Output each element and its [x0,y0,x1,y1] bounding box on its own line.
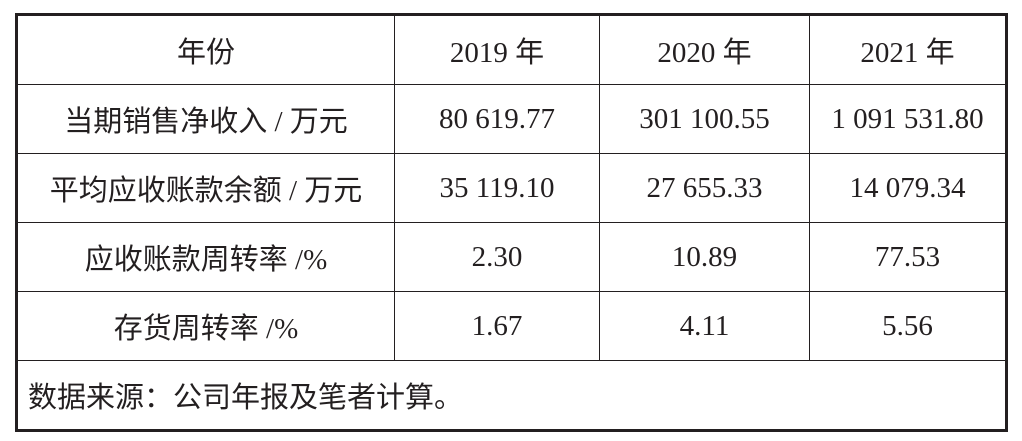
row-label: 应收账款周转率 /% [16,222,395,292]
value-cell: 77.53 [809,222,1007,292]
table-row: 平均应收账款余额 / 万元 35 119.10 27 655.33 14 079.34 [16,153,1007,223]
table-body: 年份 2019 年 2020 年 2021 年当期销售净收入 / 万元 80 619.7… [16,14,1007,431]
row-label: 平均应收账款余额 / 万元 [16,153,395,223]
header-cell: 2020 年 [599,14,810,85]
value-cell: 10.89 [599,222,810,292]
header-cell: 2019 年 [394,14,600,85]
header-cell: 年份 [16,14,395,85]
value-cell: 4.11 [599,291,810,361]
value-cell: 35 119.10 [394,153,600,223]
table-row: 存货周转率 /% 1.67 4.11 5.56 [16,291,1007,361]
value-cell: 1.67 [394,291,600,361]
value-cell: 301 100.55 [599,84,810,154]
value-cell: 5.56 [809,291,1007,361]
table-row: 年份 2019 年 2020 年 2021 年 [16,14,1007,85]
value-cell: 80 619.77 [394,84,600,154]
value-cell: 27 655.33 [599,153,810,223]
data-table: 年份 2019 年 2020 年 2021 年当期销售净收入 / 万元 80 619.7… [15,13,1008,432]
header-cell: 2021 年 [809,14,1007,85]
table-row: 数据来源：公司年报及笔者计算。 [16,360,1007,431]
value-cell: 14 079.34 [809,153,1007,223]
value-cell: 1 091 531.80 [809,84,1007,154]
row-label: 当期销售净收入 / 万元 [16,84,395,154]
table-row: 当期销售净收入 / 万元 80 619.77 301 100.55 1 091 531… [16,84,1007,154]
value-cell: 2.30 [394,222,600,292]
table-row: 应收账款周转率 /% 2.30 10.89 77.53 [16,222,1007,292]
row-label: 存货周转率 /% [16,291,395,361]
table-note: 数据来源：公司年报及笔者计算。 [16,360,1007,431]
